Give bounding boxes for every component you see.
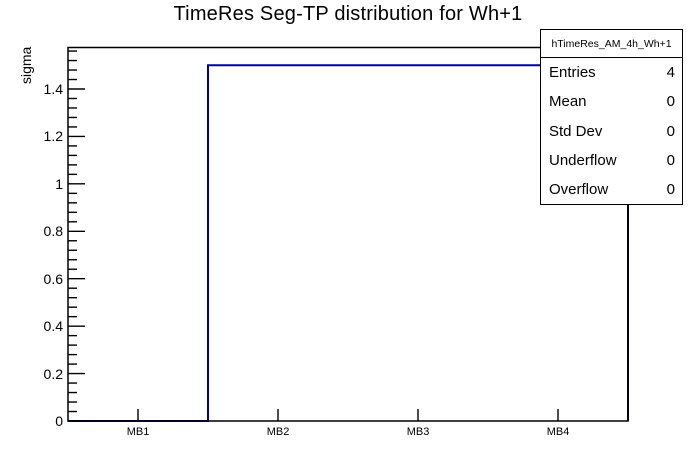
x-tick-label: MB2 xyxy=(266,426,290,438)
y-tick-label: 1 xyxy=(55,175,63,192)
stats-box: hTimeRes_AM_4h_Wh+1 Entries 4 Mean 0 Std… xyxy=(540,29,683,205)
stats-box-rows: Entries 4 Mean 0 Std Dev 0 Underflow 0 O… xyxy=(541,58,682,204)
stats-label: Entries xyxy=(549,64,596,82)
stats-label: Overflow xyxy=(549,180,609,198)
stats-row-mean: Mean 0 xyxy=(541,87,682,116)
y-tick-label: 0 xyxy=(55,413,63,429)
y-tick-label: 0.2 xyxy=(43,365,63,382)
y-tick-label: 0.8 xyxy=(43,223,63,240)
stats-label: Mean xyxy=(549,93,587,111)
stats-row-stddev: Std Dev 0 xyxy=(541,116,682,145)
stats-row-entries: Entries 4 xyxy=(541,58,682,87)
stats-value: 0 xyxy=(666,180,675,198)
stats-value: 0 xyxy=(666,93,675,111)
x-tick-label: MB4 xyxy=(546,426,570,438)
y-tick-label: 1.2 xyxy=(43,128,63,145)
stats-label: Std Dev xyxy=(549,122,603,140)
plot-frame xyxy=(67,46,629,422)
x-tick-label: MB3 xyxy=(406,426,430,438)
stats-value: 0 xyxy=(666,151,675,169)
stats-row-underflow: Underflow 0 xyxy=(541,146,682,175)
stats-label: Underflow xyxy=(549,151,617,169)
stats-box-title: hTimeRes_AM_4h_Wh+1 xyxy=(541,30,682,58)
chart-title: TimeRes Seg-TP distribution for Wh+1 xyxy=(173,3,523,25)
stats-row-overflow: Overflow 0 xyxy=(541,175,682,204)
y-tick-label: 1.4 xyxy=(43,81,63,97)
x-tick-label: MB1 xyxy=(126,426,150,438)
y-tick-label: 0.6 xyxy=(43,270,63,287)
stats-value: 4 xyxy=(666,64,675,82)
y-tick-label: 0.4 xyxy=(43,318,63,335)
stats-value: 0 xyxy=(666,122,675,140)
